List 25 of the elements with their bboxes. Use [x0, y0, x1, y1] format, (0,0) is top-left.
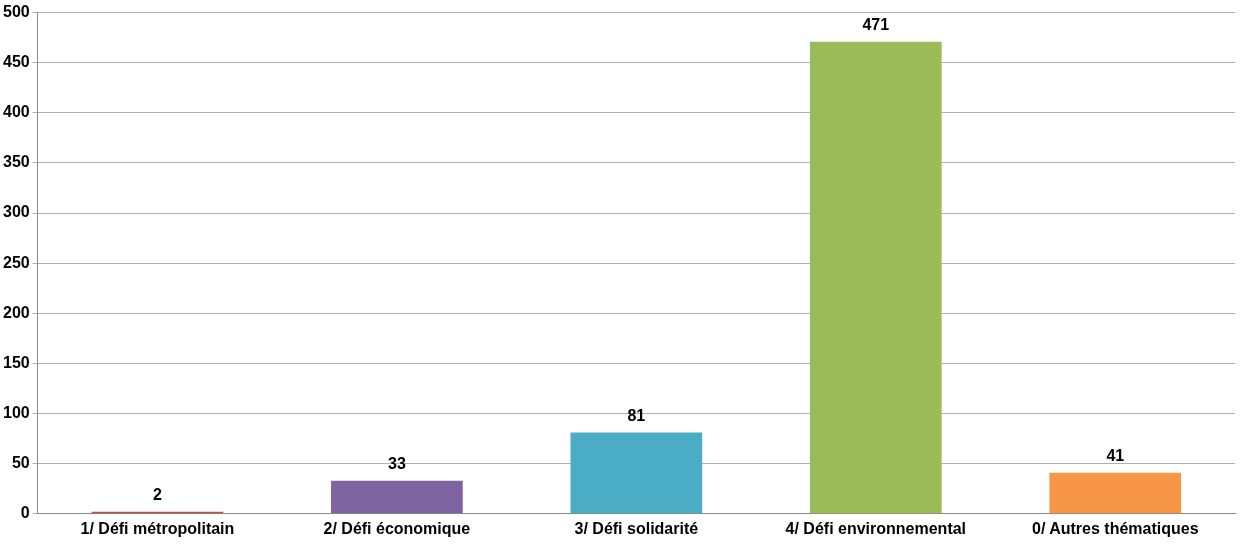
- x-tick-label: 4/ Défi environnemental: [785, 519, 967, 537]
- data-label: 471: [862, 16, 890, 34]
- y-tick-label: 350: [2, 153, 30, 171]
- bar: [331, 480, 463, 514]
- x-tick-label: 3/ Défi solidarité: [574, 519, 699, 537]
- y-tick-label: 450: [2, 53, 30, 71]
- x-tick-label: 0/ Autres thématiques: [1031, 519, 1199, 537]
- x-tick-label: 1/ Défi métropolitain: [80, 519, 235, 537]
- data-label: 41: [1106, 447, 1125, 465]
- data-label: 33: [387, 455, 406, 473]
- y-tick-label: 300: [2, 203, 30, 221]
- y-tick-label: 500: [2, 3, 30, 21]
- y-tick-label: 50: [11, 454, 30, 472]
- data-label: 81: [627, 407, 646, 425]
- data-label: 2: [152, 486, 162, 504]
- y-tick-label: 250: [2, 253, 30, 271]
- bar: [570, 432, 703, 514]
- y-tick-label: 100: [2, 403, 30, 421]
- y-tick-label: 200: [2, 303, 30, 321]
- y-tick-label: 0: [20, 504, 30, 522]
- y-tick-label: 150: [2, 353, 30, 371]
- bar: [1049, 472, 1182, 514]
- y-tick-label: 400: [2, 103, 30, 121]
- x-tick-label: 2/ Défi économique: [323, 519, 471, 537]
- bar: [809, 41, 942, 514]
